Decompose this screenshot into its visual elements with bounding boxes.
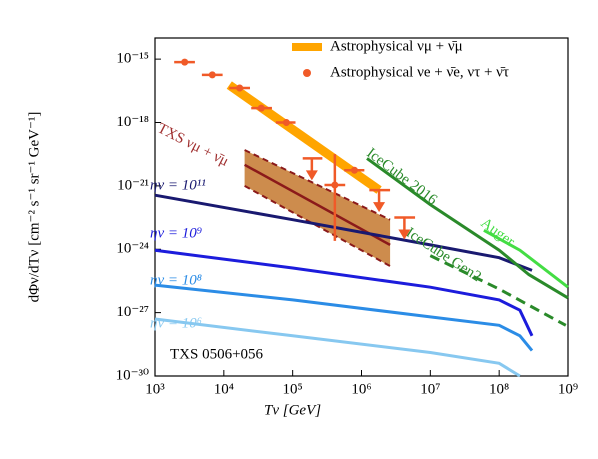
data-point — [208, 71, 216, 79]
line-label: ην = 10⁶ — [150, 315, 202, 331]
y-tick-label: 10⁻³⁰ — [116, 367, 149, 383]
line-label: ην = 10¹¹ — [150, 177, 206, 193]
y-axis-label: dΦν/dTν [cm⁻² s⁻¹ sr⁻¹ GeV⁻¹] — [26, 112, 42, 303]
data-point — [181, 58, 189, 66]
txs-lower — [244, 185, 391, 267]
model-line — [154, 248, 534, 337]
model-line — [154, 317, 521, 378]
x-tick-label: 10⁶ — [351, 381, 371, 397]
x-tick-label: 10⁷ — [420, 381, 440, 397]
limit-arrow — [398, 229, 411, 240]
y-tick-label: 10⁻¹⁸ — [116, 114, 149, 130]
x-tick-label: 10⁵ — [283, 381, 303, 397]
y-tick-label: 10⁻²¹ — [117, 177, 149, 193]
model-line — [366, 157, 569, 300]
data-point — [350, 166, 358, 174]
model-line — [154, 283, 534, 352]
data-point — [257, 104, 265, 112]
data-point — [331, 181, 339, 189]
model-line — [429, 254, 567, 327]
x-tick-label: 10⁸ — [489, 381, 509, 397]
model-line — [154, 193, 533, 272]
txs-label: TXS νμ + ν̄μ — [155, 120, 231, 170]
x-tick-label: 10⁴ — [214, 381, 234, 397]
line-label: Auger — [478, 215, 518, 250]
legend-swatch — [303, 69, 311, 77]
line-label: ην = 10⁸ — [150, 272, 202, 288]
x-axis-label: Tν [GeV] — [264, 402, 321, 418]
txs-band — [244, 150, 391, 267]
x-tick-label: 10³ — [145, 381, 165, 397]
data-point — [236, 84, 244, 92]
x-tick-label: 10⁹ — [558, 381, 578, 397]
legend-label: Astrophysical νe + ν̄e, ντ + ν̄τ — [330, 64, 509, 80]
line-label: ην = 10⁹ — [150, 225, 202, 241]
txs-center — [243, 163, 391, 246]
y-tick-label: 10⁻¹⁵ — [116, 51, 149, 67]
line-label: IceCube 2016 — [364, 145, 441, 208]
source-label: TXS 0506+056 — [170, 346, 264, 362]
data-point — [282, 119, 290, 126]
limit-arrow — [373, 202, 386, 213]
model-line — [483, 228, 569, 289]
txs-upper — [244, 149, 391, 221]
limit-arrow — [305, 170, 318, 181]
y-tick-label: 10⁻²⁴ — [116, 241, 149, 257]
legend-label: Astrophysical νμ + ν̄μ — [330, 38, 463, 54]
y-tick-label: 10⁻²⁷ — [116, 304, 149, 320]
